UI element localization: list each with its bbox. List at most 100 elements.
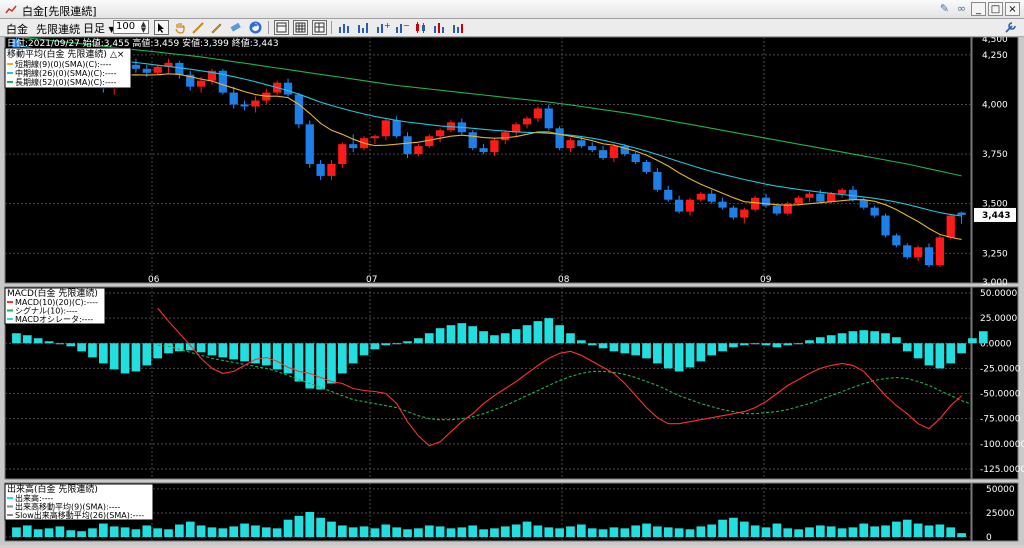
title-bar: 白金[先限連続] ✎ ∞ _ □ × xyxy=(0,0,1024,19)
volume-bar xyxy=(674,528,684,537)
candle-body xyxy=(566,140,575,149)
macd-line xyxy=(157,307,962,447)
oscillator-bar xyxy=(968,338,977,344)
minimize-button[interactable]: _ xyxy=(971,2,986,16)
candle-body xyxy=(957,212,966,215)
volume-bar xyxy=(772,523,782,537)
volume-bar xyxy=(522,521,532,537)
cursor-select-icon[interactable] xyxy=(154,20,169,35)
oscillator-bar xyxy=(707,343,717,356)
oscillator-bar xyxy=(33,338,43,344)
candle-body xyxy=(761,197,771,206)
candle-body xyxy=(664,189,673,200)
period-value: 日足 xyxy=(83,22,105,35)
volume-bar xyxy=(446,528,456,537)
pin-icon[interactable]: ✎ xyxy=(939,2,950,15)
hand-pan-icon[interactable] xyxy=(173,20,188,35)
table-icon[interactable] xyxy=(312,20,327,35)
candle-body xyxy=(674,199,684,212)
oscillator-bar xyxy=(457,323,467,344)
volume-bar xyxy=(859,523,869,537)
oscillator-bar xyxy=(468,326,478,344)
period-dropdown[interactable]: 日足 ▼ xyxy=(83,20,115,36)
volume-bar xyxy=(294,515,304,537)
bar-count-input[interactable]: 100 xyxy=(113,20,149,34)
candle-body xyxy=(229,92,238,105)
macd-y-tick-label: 0.0000 xyxy=(980,339,1012,349)
draw-line-icon[interactable] xyxy=(191,20,206,35)
candle-body xyxy=(414,146,423,155)
volume-y-tick-label: 50000 xyxy=(986,485,1015,495)
commodity-label[interactable]: 白金 xyxy=(6,23,28,36)
month-label: 07 xyxy=(366,275,377,285)
chart-svg[interactable]: 4,250 4,000 3,750 3,500 3,250 4,500 3,000 06 07 0… xyxy=(0,35,1024,545)
spinner-icon[interactable]: ▲ ▼ xyxy=(140,20,147,34)
oscillator-bar xyxy=(305,343,315,389)
month-label: 08 xyxy=(558,275,570,285)
volume-bar xyxy=(196,525,206,537)
candlestick-icon[interactable] xyxy=(413,20,428,35)
bar-chart-icon[interactable] xyxy=(337,20,352,35)
oscillator-bar xyxy=(348,343,358,364)
window-controls: ✎ ∞ _ □ × xyxy=(937,2,1020,16)
last-price-label: 3,443 xyxy=(982,211,1010,221)
candle-body xyxy=(490,140,499,153)
eraser-icon[interactable] xyxy=(228,20,243,35)
pencil-icon[interactable] xyxy=(209,20,224,35)
price-y-tick-label: 3,500 xyxy=(982,200,1008,210)
candle-body xyxy=(805,193,814,198)
link-icon[interactable]: ∞ xyxy=(956,2,967,15)
macd-legend-item: MACD(10)(20)(C):---- xyxy=(15,298,98,307)
candle-body xyxy=(631,154,640,163)
contract-label[interactable]: 先限連続 xyxy=(36,23,80,36)
volume-bar xyxy=(631,525,641,537)
oscillator-bar xyxy=(826,335,836,344)
oscillator-bar xyxy=(805,340,814,344)
chart-area: 4,250 4,000 3,750 3,500 3,250 4,500 3,000 06 07 0… xyxy=(0,35,1024,545)
volume-bar xyxy=(381,524,391,537)
candle-body xyxy=(544,108,553,129)
oscillator-bar xyxy=(98,343,108,364)
close-button[interactable]: × xyxy=(1005,2,1020,16)
candle-body xyxy=(501,132,510,141)
candle-body xyxy=(175,62,184,75)
bar-chart-alt-icon[interactable] xyxy=(356,20,371,35)
oscillator-bar xyxy=(946,343,956,364)
oscillator-bar xyxy=(22,335,32,344)
volume-bar xyxy=(424,525,434,537)
chart-settings-icon[interactable] xyxy=(274,20,289,35)
price-y-tick-label: 3,000 xyxy=(982,278,1008,288)
refresh-icon[interactable] xyxy=(248,20,263,35)
oscillator-bar xyxy=(544,318,554,344)
add-indicator-icon[interactable]: + xyxy=(375,20,391,35)
oscillator-bar xyxy=(587,343,597,346)
candle-body xyxy=(935,237,944,266)
compare-chart-icon[interactable] xyxy=(432,20,447,35)
volume-bar xyxy=(739,521,749,537)
candle-body xyxy=(892,235,901,246)
price-panel-bg xyxy=(4,36,972,284)
remove-indicator-icon[interactable]: − xyxy=(394,20,410,35)
volume-legend-item: 出来高:---- xyxy=(15,493,53,503)
oscillator-bar xyxy=(142,343,152,366)
volume-bar xyxy=(240,523,249,537)
candle-body xyxy=(294,94,304,125)
volume-bar xyxy=(153,528,163,537)
oscillator-bar xyxy=(663,343,673,369)
price-legend-item: 短期線(9)(0)(SMA)(C):---- xyxy=(15,59,112,69)
oscillator-bar xyxy=(446,325,456,344)
oscillator-bar xyxy=(913,343,923,359)
multi-chart-icon[interactable] xyxy=(451,20,466,35)
oscillator-bar xyxy=(674,343,684,372)
macd-y-tick-label: -100.0000 xyxy=(980,440,1024,450)
oscillator-bar xyxy=(381,343,391,346)
volume-bar xyxy=(316,517,325,537)
volume-bar xyxy=(218,528,228,537)
candle-body xyxy=(316,164,325,176)
oscillator-bar xyxy=(12,333,21,344)
maximize-button[interactable]: □ xyxy=(988,2,1003,16)
tool-wrench-icon[interactable] xyxy=(1003,20,1018,35)
volume-bar xyxy=(663,527,673,537)
grid-icon[interactable] xyxy=(293,20,308,35)
oscillator-bar xyxy=(44,341,54,344)
